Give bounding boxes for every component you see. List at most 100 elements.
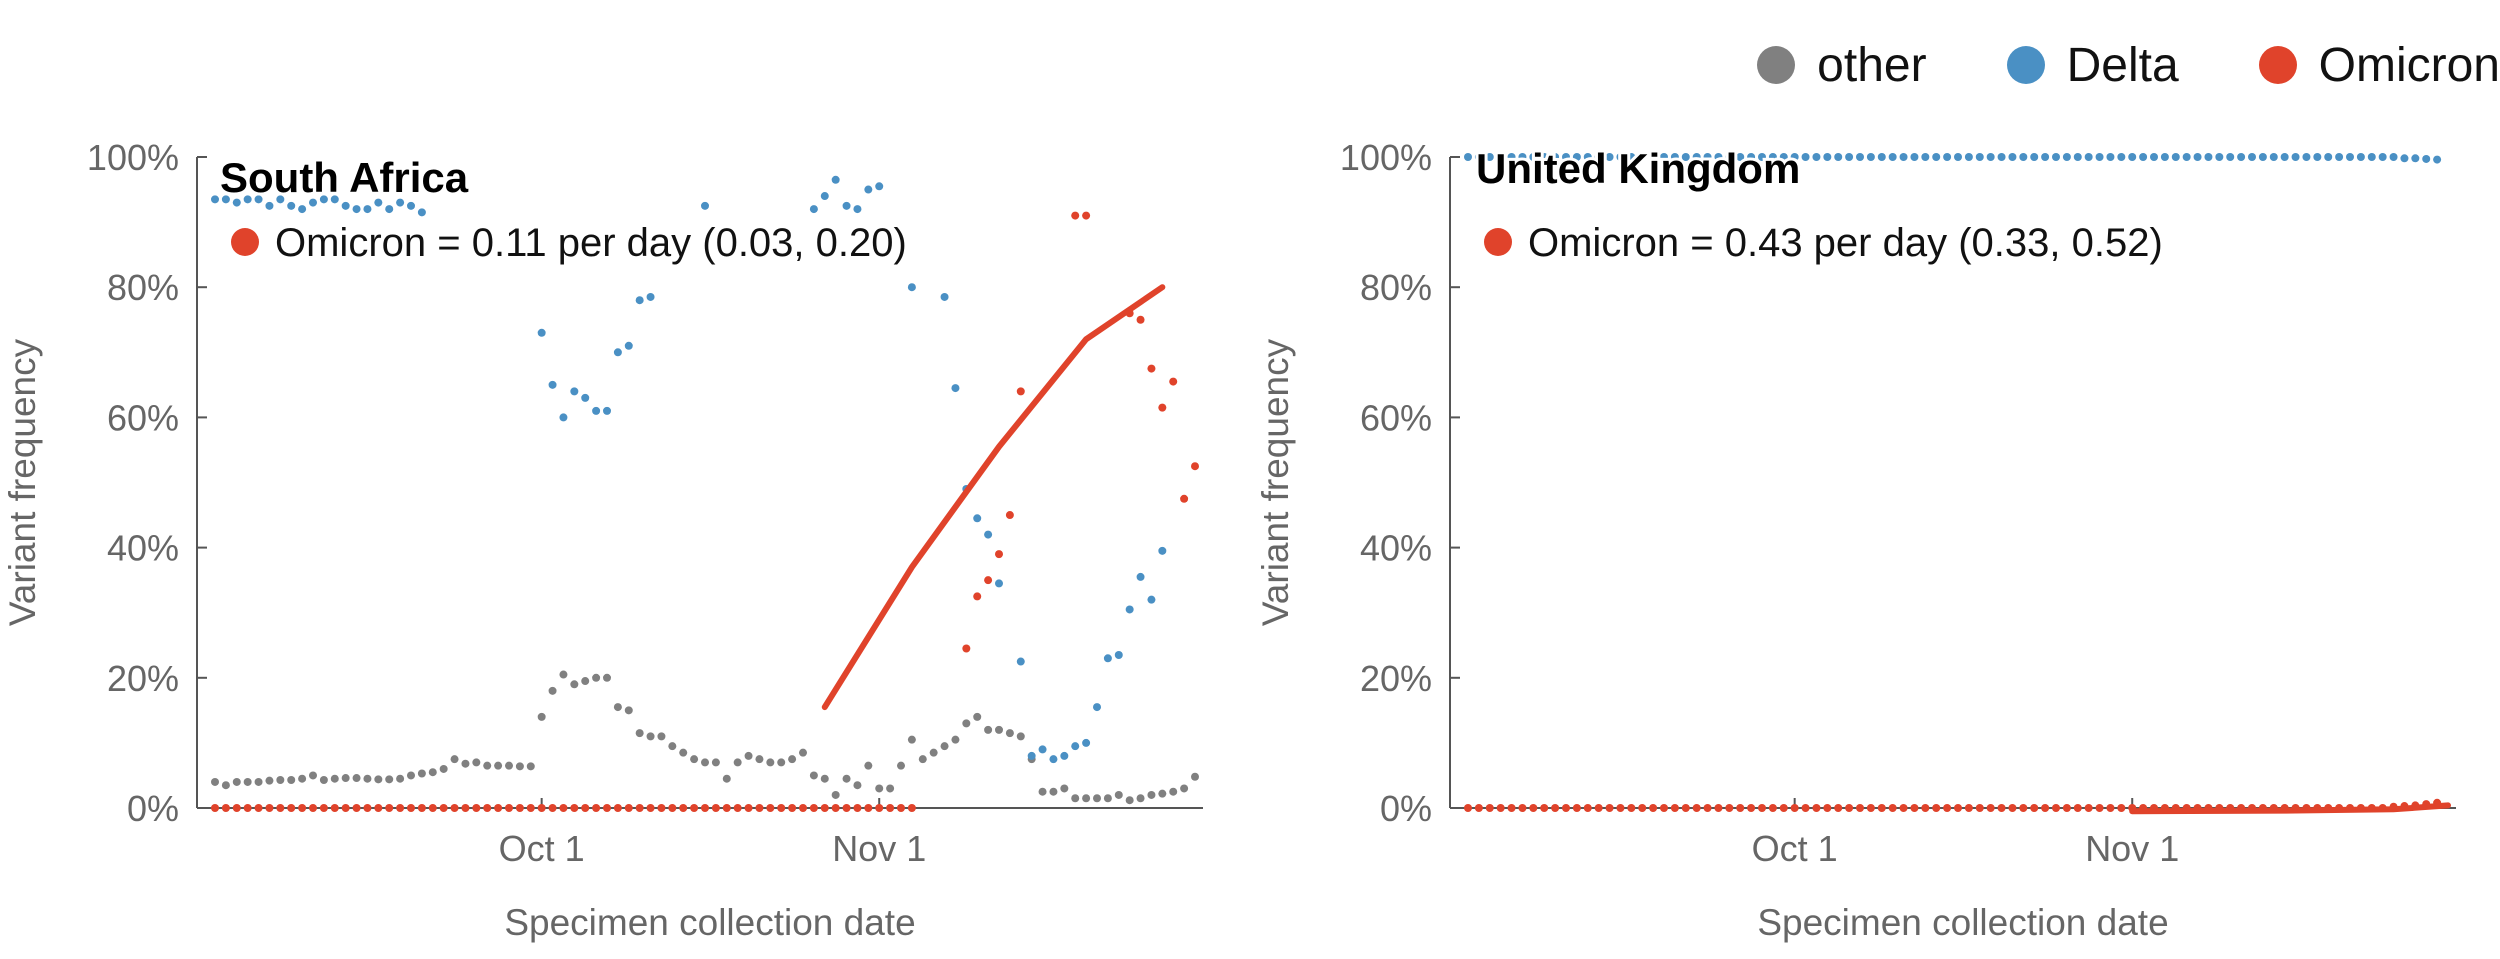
point-delta (1964, 153, 1973, 161)
point-delta (1027, 751, 1036, 760)
point-other (1147, 790, 1156, 799)
point-delta (570, 387, 579, 396)
point-delta (2052, 153, 2060, 161)
point-delta (646, 292, 655, 301)
point-delta (995, 579, 1003, 588)
point-omicron (341, 804, 350, 812)
point-delta (2041, 153, 2050, 161)
point-omicron (428, 804, 437, 812)
point-omicron (1605, 804, 1614, 812)
point-omicron (526, 804, 535, 812)
point-other (907, 735, 916, 744)
fit-line-omicron (821, 284, 1166, 711)
point-omicron (1169, 377, 1178, 386)
point-delta (2313, 153, 2322, 161)
point-omicron (2062, 804, 2071, 812)
point-omicron (603, 804, 611, 812)
point-omicron (1747, 804, 1756, 812)
y-tick-label: 80% (107, 267, 179, 308)
y-tick-label: 0% (1380, 788, 1432, 829)
point-delta (2378, 153, 2387, 161)
point-omicron (319, 804, 328, 812)
point-delta (1638, 153, 1647, 161)
point-omicron (1910, 804, 1919, 812)
point-omicron (755, 804, 764, 812)
point-omicron (2073, 804, 2082, 812)
point-delta (211, 195, 219, 204)
legend-label-omicron: Omicron (2318, 38, 2500, 92)
point-delta (592, 406, 601, 415)
fit-line-omicron (2129, 802, 2451, 815)
point-omicron (232, 804, 241, 812)
point-other (1136, 794, 1145, 803)
point-omicron (483, 804, 492, 812)
point-omicron (1801, 804, 1810, 812)
point-delta (1812, 153, 1821, 161)
point-omicron (1899, 804, 1908, 812)
point-delta (287, 201, 296, 210)
point-other (799, 748, 807, 757)
point-delta (2389, 153, 2398, 161)
point-delta (1736, 153, 1745, 161)
point-other (668, 742, 677, 751)
point-omicron (2117, 804, 2126, 812)
point-omicron (1681, 804, 1690, 812)
point-delta (2095, 153, 2104, 161)
point-delta (1093, 703, 1101, 712)
point-other (1005, 729, 1014, 738)
y-tick-label: 100% (87, 137, 179, 178)
point-omicron (809, 804, 818, 812)
point-delta (1158, 546, 1167, 555)
point-omicron (777, 804, 786, 812)
point-omicron (1158, 403, 1167, 412)
point-other (309, 771, 317, 780)
legend-label-delta: Delta (2066, 38, 2179, 92)
point-omicron (831, 804, 840, 812)
point-omicron (995, 550, 1003, 559)
point-omicron (679, 804, 688, 812)
point-delta (1714, 153, 1723, 161)
point-other (864, 761, 873, 770)
point-omicron (984, 576, 993, 585)
point-omicron (1016, 387, 1025, 396)
point-omicron (2041, 804, 2050, 812)
point-other (657, 732, 666, 741)
point-delta (1943, 153, 1952, 161)
point-omicron (1616, 804, 1625, 812)
point-delta (2356, 153, 2365, 161)
point-other (886, 784, 895, 793)
point-other (1103, 794, 1112, 803)
point-delta (1692, 153, 1701, 161)
point-delta (1529, 153, 1538, 161)
point-omicron (1943, 804, 1952, 812)
point-other (995, 725, 1003, 734)
point-other (243, 777, 252, 786)
point-omicron (1888, 804, 1897, 812)
point-omicron (1856, 804, 1864, 812)
point-other (929, 748, 938, 757)
x-tick-label: Oct 1 (1752, 828, 1838, 869)
point-delta (352, 205, 361, 214)
point-other (374, 775, 383, 784)
point-omicron (581, 804, 590, 812)
point-other (559, 670, 568, 679)
point-omicron (570, 804, 579, 812)
point-omicron (788, 804, 797, 812)
point-omicron (799, 804, 807, 812)
point-omicron (668, 804, 677, 812)
point-delta (1899, 153, 1908, 161)
point-omicron (1921, 804, 1930, 812)
point-omicron (211, 804, 219, 812)
point-other (581, 677, 590, 686)
point-delta (2106, 153, 2115, 161)
point-other (766, 758, 775, 767)
point-delta (1125, 605, 1134, 614)
point-delta (1725, 153, 1734, 161)
legend-item-omicron: Omicron (2258, 38, 2500, 93)
point-delta (907, 283, 916, 292)
point-omicron (897, 804, 905, 812)
point-other (319, 776, 328, 785)
point-omicron (243, 804, 252, 812)
point-omicron (733, 804, 742, 812)
